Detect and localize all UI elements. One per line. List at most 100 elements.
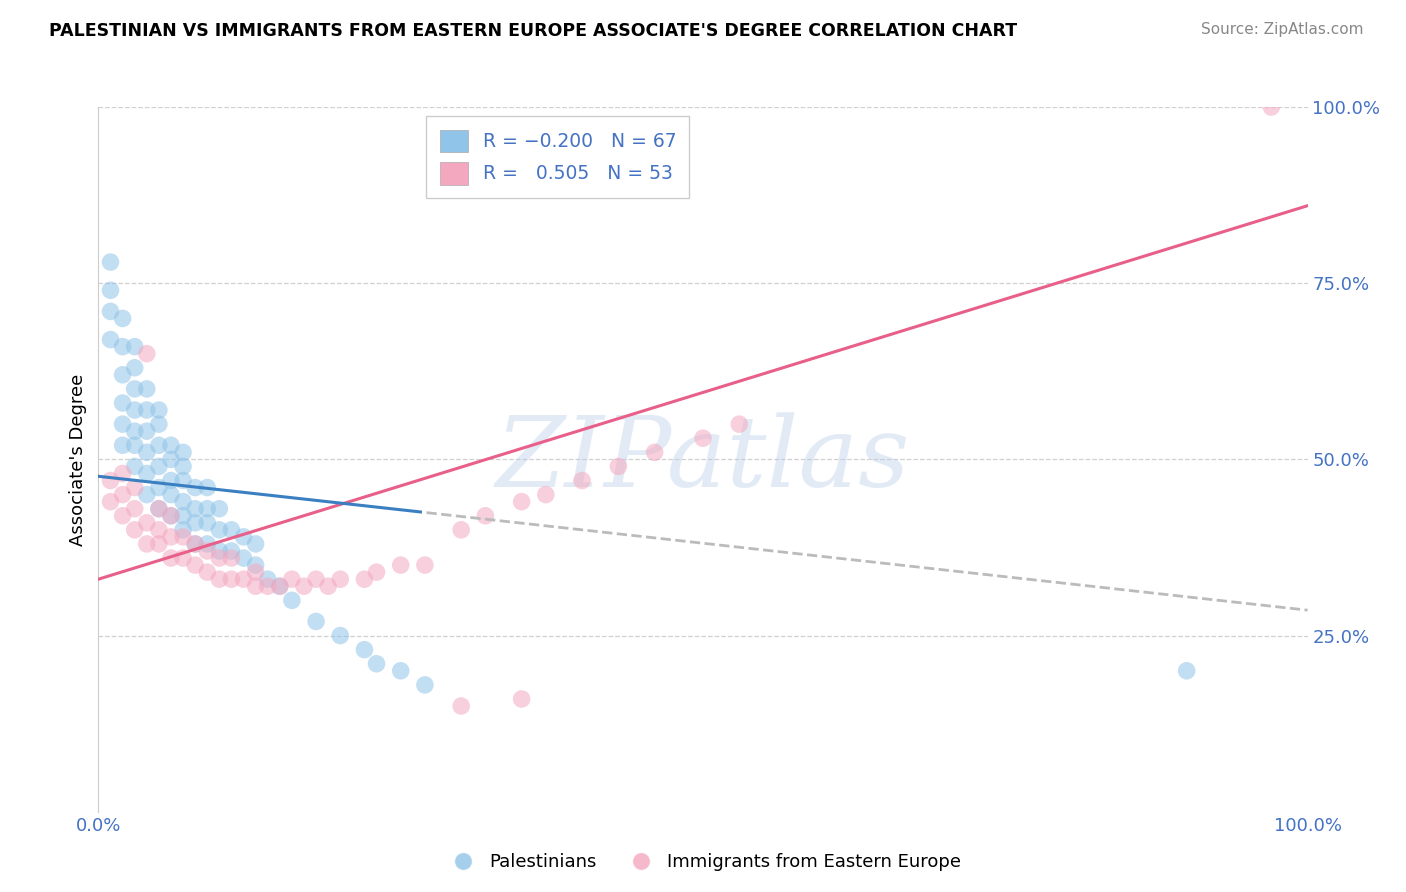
Point	[124, 360, 146, 375]
Point	[195, 501, 218, 516]
Point	[172, 508, 194, 523]
Point	[208, 523, 231, 537]
Point	[607, 459, 630, 474]
Point	[100, 494, 122, 508]
Point	[148, 459, 170, 474]
Point	[305, 572, 328, 586]
Point	[256, 579, 278, 593]
Point	[135, 403, 157, 417]
Point	[413, 558, 436, 573]
Point	[184, 516, 207, 530]
Point	[111, 438, 134, 452]
Point	[135, 424, 157, 438]
Point	[124, 523, 146, 537]
Point	[195, 537, 218, 551]
Point	[148, 481, 170, 495]
Point	[184, 481, 207, 495]
Point	[208, 501, 231, 516]
Point	[184, 501, 207, 516]
Point	[510, 692, 533, 706]
Point	[111, 508, 134, 523]
Point	[172, 523, 194, 537]
Text: Source: ZipAtlas.com: Source: ZipAtlas.com	[1201, 22, 1364, 37]
Point	[728, 417, 751, 431]
Point	[124, 403, 146, 417]
Point	[221, 523, 243, 537]
Point	[124, 382, 146, 396]
Point	[172, 474, 194, 488]
Point	[208, 572, 231, 586]
Point	[135, 537, 157, 551]
Point	[172, 445, 194, 459]
Point	[172, 494, 194, 508]
Point	[510, 494, 533, 508]
Point	[232, 551, 254, 566]
Point	[329, 628, 352, 642]
Point	[148, 417, 170, 431]
Point	[100, 333, 122, 347]
Point	[160, 474, 183, 488]
Point	[124, 424, 146, 438]
Point	[1260, 100, 1282, 114]
Point	[195, 516, 218, 530]
Point	[135, 445, 157, 459]
Point	[124, 481, 146, 495]
Point	[160, 508, 183, 523]
Point	[135, 487, 157, 501]
Point	[1175, 664, 1198, 678]
Point	[148, 501, 170, 516]
Point	[184, 558, 207, 573]
Point	[160, 508, 183, 523]
Point	[135, 346, 157, 360]
Point	[160, 530, 183, 544]
Point	[692, 431, 714, 445]
Point	[221, 572, 243, 586]
Point	[160, 452, 183, 467]
Point	[111, 340, 134, 354]
Y-axis label: Associate's Degree: Associate's Degree	[69, 373, 87, 546]
Point	[208, 544, 231, 558]
Point	[135, 382, 157, 396]
Point	[148, 403, 170, 417]
Text: PALESTINIAN VS IMMIGRANTS FROM EASTERN EUROPE ASSOCIATE'S DEGREE CORRELATION CHA: PALESTINIAN VS IMMIGRANTS FROM EASTERN E…	[49, 22, 1018, 40]
Point	[232, 572, 254, 586]
Point	[292, 579, 315, 593]
Point	[184, 537, 207, 551]
Point	[111, 487, 134, 501]
Point	[232, 530, 254, 544]
Point	[124, 501, 146, 516]
Point	[644, 445, 666, 459]
Point	[269, 579, 291, 593]
Point	[366, 657, 388, 671]
Point	[111, 417, 134, 431]
Point	[450, 699, 472, 714]
Point	[245, 558, 267, 573]
Point	[571, 474, 593, 488]
Point	[269, 579, 291, 593]
Point	[111, 467, 134, 481]
Point	[256, 572, 278, 586]
Point	[135, 467, 157, 481]
Point	[148, 537, 170, 551]
Point	[474, 508, 496, 523]
Point	[148, 523, 170, 537]
Point	[281, 593, 304, 607]
Point	[100, 304, 122, 318]
Point	[389, 664, 412, 678]
Point	[195, 565, 218, 579]
Point	[245, 565, 267, 579]
Point	[111, 396, 134, 410]
Legend: R = −0.200   N = 67, R =   0.505   N = 53: R = −0.200 N = 67, R = 0.505 N = 53	[426, 117, 689, 198]
Point	[366, 565, 388, 579]
Point	[450, 523, 472, 537]
Point	[148, 438, 170, 452]
Point	[281, 572, 304, 586]
Point	[135, 516, 157, 530]
Point	[413, 678, 436, 692]
Point	[160, 551, 183, 566]
Point	[100, 474, 122, 488]
Point	[534, 487, 557, 501]
Point	[172, 459, 194, 474]
Point	[195, 544, 218, 558]
Point	[160, 438, 183, 452]
